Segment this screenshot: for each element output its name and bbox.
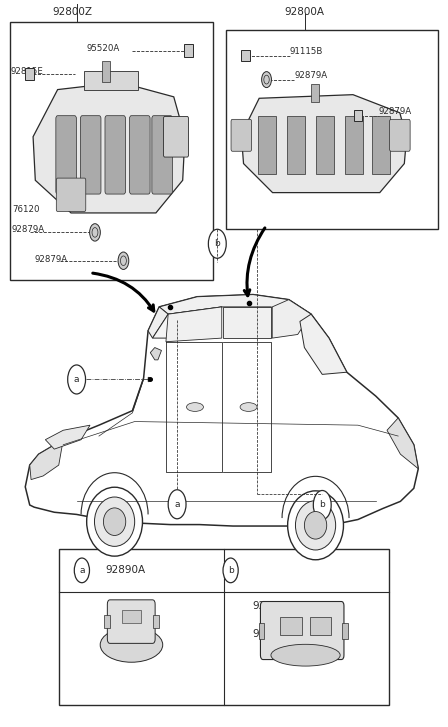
Ellipse shape bbox=[296, 501, 336, 550]
Text: 92879A: 92879A bbox=[12, 225, 45, 234]
FancyBboxPatch shape bbox=[390, 119, 410, 151]
Polygon shape bbox=[300, 314, 347, 374]
Text: 92800Z: 92800Z bbox=[52, 7, 92, 17]
Ellipse shape bbox=[271, 644, 340, 666]
Circle shape bbox=[68, 365, 86, 394]
Polygon shape bbox=[25, 294, 418, 526]
FancyBboxPatch shape bbox=[105, 116, 125, 194]
Polygon shape bbox=[45, 425, 90, 449]
Bar bbox=[280, 617, 302, 635]
Circle shape bbox=[118, 252, 129, 270]
Bar bbox=[226, 30, 439, 229]
Text: 76120: 76120 bbox=[12, 205, 39, 214]
Bar bbox=[310, 84, 319, 102]
Bar bbox=[102, 60, 110, 82]
Bar bbox=[84, 71, 138, 89]
Text: b: b bbox=[228, 566, 233, 575]
FancyBboxPatch shape bbox=[56, 178, 86, 212]
FancyBboxPatch shape bbox=[164, 116, 189, 157]
Bar bbox=[310, 617, 332, 635]
Text: 92879A: 92879A bbox=[294, 71, 327, 80]
Circle shape bbox=[262, 72, 271, 87]
FancyBboxPatch shape bbox=[56, 116, 77, 194]
Bar bbox=[345, 116, 363, 174]
Bar bbox=[316, 116, 334, 174]
Ellipse shape bbox=[186, 403, 203, 411]
Bar bbox=[104, 615, 110, 628]
Bar bbox=[372, 116, 390, 174]
Polygon shape bbox=[241, 95, 406, 193]
Ellipse shape bbox=[95, 497, 135, 547]
FancyBboxPatch shape bbox=[108, 600, 155, 643]
Text: 92879A: 92879A bbox=[34, 255, 67, 264]
Text: 92879A: 92879A bbox=[379, 107, 412, 116]
Text: b: b bbox=[215, 239, 220, 249]
Polygon shape bbox=[33, 82, 185, 213]
Polygon shape bbox=[159, 294, 311, 320]
Polygon shape bbox=[272, 300, 311, 338]
Bar bbox=[9, 23, 213, 280]
FancyBboxPatch shape bbox=[231, 119, 252, 151]
Bar bbox=[184, 44, 194, 57]
Circle shape bbox=[74, 558, 90, 583]
Text: b: b bbox=[319, 500, 325, 510]
Bar bbox=[122, 610, 141, 623]
FancyBboxPatch shape bbox=[129, 116, 150, 194]
Polygon shape bbox=[151, 348, 161, 360]
Polygon shape bbox=[152, 307, 222, 338]
FancyBboxPatch shape bbox=[260, 601, 344, 659]
Ellipse shape bbox=[86, 487, 142, 556]
Text: 92800A: 92800A bbox=[284, 7, 324, 17]
Circle shape bbox=[90, 224, 100, 241]
Ellipse shape bbox=[288, 491, 344, 560]
Bar bbox=[59, 549, 389, 704]
Circle shape bbox=[223, 558, 238, 583]
Polygon shape bbox=[30, 440, 63, 480]
Text: a: a bbox=[74, 375, 79, 384]
Text: 92890A: 92890A bbox=[105, 566, 145, 575]
Ellipse shape bbox=[304, 512, 327, 539]
Text: 91115B: 91115B bbox=[290, 47, 323, 56]
Bar bbox=[354, 111, 362, 121]
Bar bbox=[241, 50, 250, 62]
Text: 92850L: 92850L bbox=[252, 601, 291, 611]
Text: 95520A: 95520A bbox=[87, 44, 120, 53]
Bar bbox=[153, 615, 159, 628]
Text: a: a bbox=[79, 566, 85, 575]
Circle shape bbox=[168, 490, 186, 519]
FancyBboxPatch shape bbox=[80, 116, 101, 194]
Ellipse shape bbox=[103, 508, 126, 536]
Text: a: a bbox=[174, 499, 180, 509]
Bar bbox=[287, 116, 305, 174]
Ellipse shape bbox=[100, 627, 163, 662]
Circle shape bbox=[208, 229, 226, 258]
Circle shape bbox=[313, 491, 331, 520]
Text: 92660A: 92660A bbox=[252, 630, 292, 639]
Bar bbox=[26, 68, 34, 80]
Polygon shape bbox=[223, 307, 271, 338]
Text: 92815E: 92815E bbox=[10, 67, 43, 76]
Bar bbox=[258, 622, 264, 638]
Bar bbox=[258, 116, 276, 174]
Bar bbox=[342, 622, 348, 638]
Polygon shape bbox=[166, 307, 222, 342]
Ellipse shape bbox=[240, 403, 257, 411]
Polygon shape bbox=[387, 418, 418, 469]
Polygon shape bbox=[148, 307, 168, 338]
FancyBboxPatch shape bbox=[152, 116, 172, 194]
